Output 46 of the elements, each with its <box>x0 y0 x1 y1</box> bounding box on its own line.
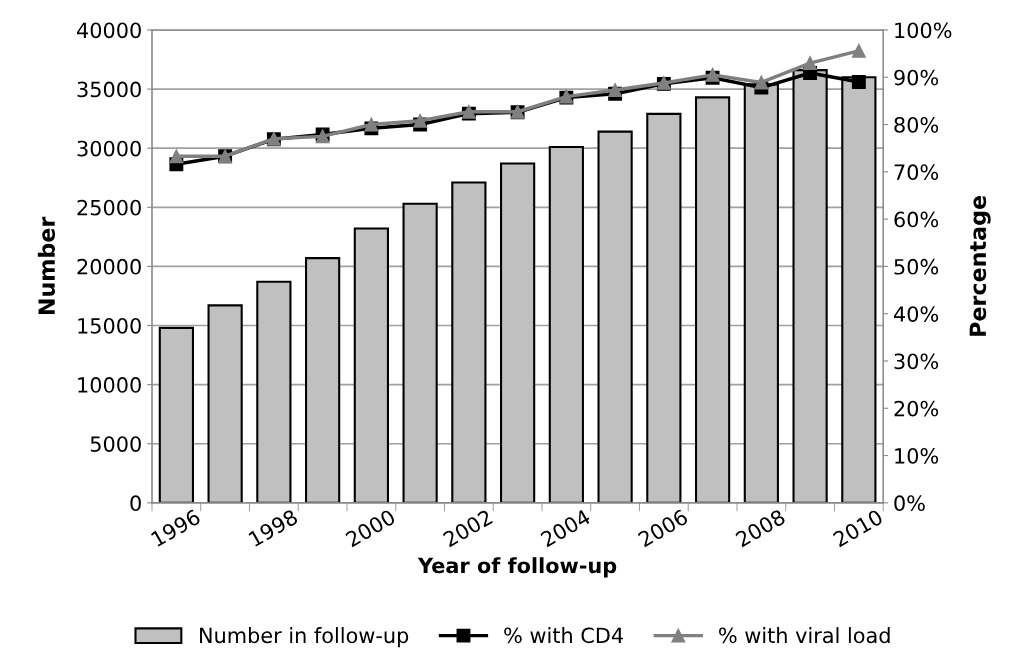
y2-axis-title: Percentage <box>969 195 991 336</box>
y2-tick-label: 0% <box>894 495 925 512</box>
legend-label: Number in follow-up <box>200 627 409 648</box>
bar <box>548 145 584 503</box>
point <box>608 83 623 97</box>
y2-tick-label: 50% <box>894 258 939 275</box>
legend-label: % with viral load <box>719 627 890 644</box>
y-tick-label: 25000 <box>77 199 141 216</box>
bar <box>597 130 633 503</box>
y-tick-label: 10000 <box>78 377 141 393</box>
bar <box>694 96 731 503</box>
point <box>803 56 818 71</box>
point <box>754 75 769 90</box>
x-axis-title: Year of follow-up <box>417 557 617 578</box>
bar <box>499 162 536 503</box>
y2-tick-label: 80% <box>894 116 939 133</box>
y-axis-title: Number <box>37 216 56 315</box>
legend-label: % with CD4 <box>504 627 623 644</box>
point <box>851 43 866 58</box>
y-tick-label: 40000 <box>77 22 141 39</box>
y2-tick-label: 100% <box>895 22 952 39</box>
bar <box>451 181 487 503</box>
bar <box>353 227 389 503</box>
bar <box>646 112 682 503</box>
y-tick-label: 20000 <box>77 258 141 275</box>
y2-tick-label: 30% <box>894 353 939 370</box>
y-tick-label: 15000 <box>78 317 141 334</box>
y2-tick-label: 40% <box>893 306 939 322</box>
y2-tick-label: 90% <box>894 69 939 86</box>
bar <box>402 202 438 503</box>
bar <box>256 280 292 503</box>
point <box>851 75 866 89</box>
y2-tick-label: 70% <box>894 164 939 181</box>
y-tick-label: 0 <box>130 495 141 512</box>
y2-tick-label: 20% <box>894 400 939 417</box>
y2-tick-label: 10% <box>895 448 939 464</box>
point <box>364 117 379 132</box>
y-tick-label: 5000 <box>90 436 141 452</box>
bar <box>207 304 243 503</box>
y-tick-label: 30000 <box>77 140 141 157</box>
bar <box>158 326 194 503</box>
point <box>413 113 428 128</box>
y2-tick-label: 60% <box>894 211 939 228</box>
bar <box>305 257 341 503</box>
point <box>169 149 184 164</box>
y-tick-label: 35000 <box>77 81 141 98</box>
